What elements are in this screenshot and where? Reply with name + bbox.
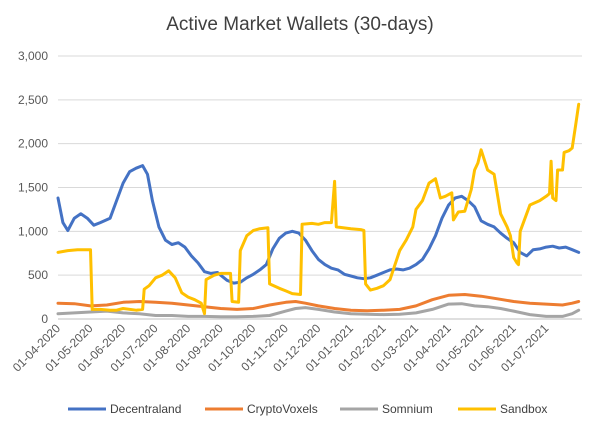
legend-label: Decentraland	[110, 402, 181, 416]
y-tick-label: 3,000	[18, 49, 48, 63]
legend-item-cryptovoxels: CryptoVoxels	[205, 402, 318, 416]
series-line-somnium	[56, 302, 581, 319]
legend-label: CryptoVoxels	[247, 402, 318, 416]
y-tick-label: 2,000	[18, 137, 48, 151]
legend-item-sandbox: Sandbox	[458, 402, 547, 416]
series-line-sandbox	[56, 102, 581, 316]
y-tick-label: 500	[28, 268, 48, 282]
legend-item-somnium: Somnium	[340, 402, 433, 416]
y-tick-label: 0	[41, 312, 48, 326]
legend: Decentraland CryptoVoxels Somnium Sandbox	[68, 402, 547, 416]
legend-label: Somnium	[382, 402, 433, 416]
legend-item-decentraland: Decentraland	[68, 402, 181, 416]
series-line-decentraland	[56, 164, 581, 285]
y-tick-label: 2,500	[18, 93, 48, 107]
x-axis-ticks: 01-04-202001-05-202001-06-202001-07-2020…	[10, 321, 552, 375]
legend-label: Sandbox	[500, 402, 547, 416]
chart-title: Active Market Wallets (30-days)	[166, 14, 433, 35]
series-lines	[56, 102, 581, 319]
y-axis-ticks: 0 500 1,000 1,500 2,000 2,500 3,000	[18, 49, 48, 326]
y-tick-label: 1,000	[18, 224, 48, 238]
gridlines	[58, 55, 582, 320]
series-line-cryptovoxels	[56, 293, 581, 313]
y-tick-label: 1,500	[18, 181, 48, 195]
